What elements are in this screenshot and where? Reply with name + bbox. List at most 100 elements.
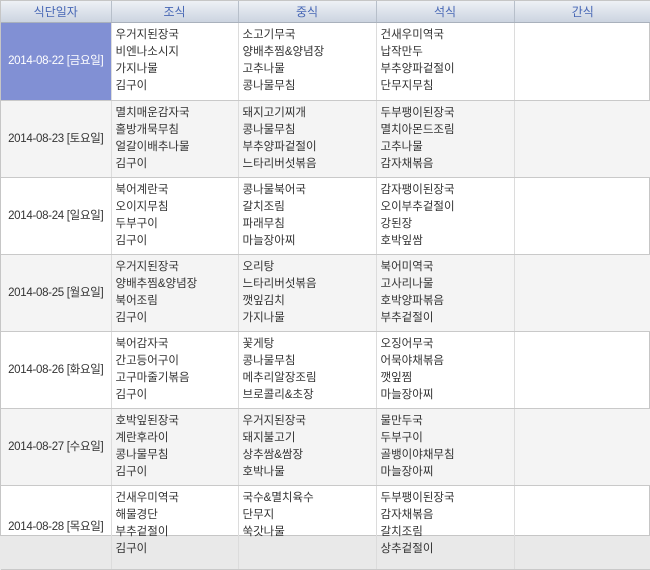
- snack-cell: [514, 408, 650, 486]
- snack-cell: [514, 177, 650, 255]
- column-header-breakfast: 조식: [111, 1, 239, 23]
- menu-item: 부추겉절이: [115, 526, 169, 538]
- menu-item: 김구이: [115, 312, 148, 324]
- menu-item: 골뱅이야채무침: [380, 449, 455, 461]
- menu-item: 콩나물무침: [242, 80, 296, 92]
- column-header-lunch: 중식: [238, 1, 377, 23]
- menu-item: 마늘장아찌: [380, 466, 434, 478]
- menu-item: 고추나물: [380, 141, 423, 153]
- menu-item: 메추리알장조림: [242, 372, 317, 384]
- menu-item: 어묵야채볶음: [380, 355, 444, 367]
- meal-plan-row: 2014-08-27 [수요일] 호박잎된장국 계란후라이 콩나물무침 김구이 우거지된장…: [1, 408, 650, 486]
- breakfast-cell: 북어감자국 간고등어구이 고구마줄기볶음 김구이: [111, 331, 239, 409]
- menu-item: 돼지불고기: [242, 432, 296, 444]
- dinner-cell: 물만두국 두부구이 골뱅이야채무침 마늘장아찌: [376, 408, 515, 486]
- menu-item: 김구이: [115, 389, 148, 401]
- menu-item: 상추겉절이: [380, 543, 434, 555]
- menu-item: 북어감자국: [115, 338, 169, 350]
- snack-cell: [514, 100, 650, 178]
- menu-item: 김구이: [115, 466, 148, 478]
- breakfast-cell: 북어계란국 오이지무침 두부구이 김구이: [111, 177, 239, 255]
- menu-item: 오이지무침: [115, 201, 169, 213]
- menu-item: 감자채볶음: [380, 158, 434, 170]
- lunch-cell: 국수&멸치육수 단무지 쑥갓나물: [238, 485, 377, 570]
- date-cell[interactable]: 2014-08-27 [수요일]: [1, 408, 112, 486]
- lunch-cell: 소고기무국 양배추찜&양념장 고추나물 콩나물무침: [238, 22, 377, 101]
- menu-item: 두부팽이된장국: [380, 492, 455, 504]
- meal-plan-row: 2014-08-22 [금요일] 우거지된장국 비엔나소시지 가지나물 김구이 소고기무국…: [1, 22, 650, 101]
- date-cell[interactable]: 2014-08-25 [월요일]: [1, 254, 112, 332]
- menu-item: 멸치매운감자국: [115, 107, 190, 119]
- menu-item: 콩나물북어국: [242, 184, 306, 196]
- menu-item: 우거지된장국: [242, 415, 306, 427]
- menu-item: 오징어무국: [380, 338, 434, 350]
- menu-item: 비엔나소시지: [115, 46, 179, 58]
- menu-item: 꽃게탕: [242, 338, 275, 350]
- menu-item: 가지나물: [242, 312, 285, 324]
- menu-item: 부추양파겉절이: [242, 141, 317, 153]
- menu-item: 브로콜리&초장: [242, 389, 314, 401]
- menu-item: 양배추찜&양념장: [115, 278, 198, 290]
- menu-item: 강된장: [380, 218, 413, 230]
- menu-item: 양배추찜&양념장: [242, 46, 325, 58]
- meal-plan-row: 2014-08-26 [화요일] 북어감자국 간고등어구이 고구마줄기볶음 김구이 꽃게탕…: [1, 331, 650, 409]
- snack-cell: [514, 254, 650, 332]
- snack-cell: [514, 22, 650, 101]
- dinner-cell: 북어미역국 고사리나물 호박양파볶음 부추겉절이: [376, 254, 515, 332]
- breakfast-cell: 멸치매운감자국 홀방개묵무침 얼갈이배추나물 김구이: [111, 100, 239, 178]
- date-cell[interactable]: 2014-08-26 [화요일]: [1, 331, 112, 409]
- menu-item: 고구마줄기볶음: [115, 372, 190, 384]
- menu-item: 콩나물무침: [115, 449, 169, 461]
- date-cell[interactable]: 2014-08-22 [금요일]: [1, 22, 112, 101]
- date-cell[interactable]: 2014-08-28 [목요일]: [1, 485, 112, 570]
- menu-item: 마늘장아찌: [242, 235, 296, 247]
- snack-cell: [514, 331, 650, 409]
- menu-item: 호박나물: [242, 466, 285, 478]
- menu-item: 콩나물무침: [242, 355, 296, 367]
- menu-item: 얼갈이배추나물: [115, 141, 190, 153]
- menu-item: 호박양파볶음: [380, 295, 444, 307]
- menu-item: 마늘장아찌: [380, 389, 434, 401]
- menu-item: 호박잎쌈: [380, 235, 423, 247]
- menu-item: 해물경단: [115, 509, 158, 521]
- menu-item: 김구이: [115, 543, 148, 555]
- menu-item: 건새우미역국: [115, 492, 179, 504]
- menu-item: 갈치조림: [242, 201, 285, 213]
- menu-item: 단무지: [242, 509, 275, 521]
- menu-item: 느타리버섯볶음: [242, 158, 317, 170]
- menu-item: 계란후라이: [115, 432, 169, 444]
- menu-item: 오리탕: [242, 261, 275, 273]
- menu-item: 홀방개묵무침: [115, 124, 179, 136]
- meal-plan-row: 2014-08-25 [월요일] 우거지된장국 양배추찜&양념장 북어조림 김구이 오리탕…: [1, 254, 650, 332]
- menu-item: 건새우미역국: [380, 29, 444, 41]
- meal-plan-row: 2014-08-28 [목요일] 건새우미역국 해물경단 부추겉절이 김구이 국수&멸치육…: [1, 485, 650, 570]
- menu-item: 부추겉절이: [380, 312, 434, 324]
- date-cell[interactable]: 2014-08-23 [토요일]: [1, 100, 112, 178]
- menu-item: 갈치조림: [380, 526, 423, 538]
- menu-item: 깻잎김치: [242, 295, 285, 307]
- dinner-cell: 두부팽이된장국 멸치아몬드조림 고추나물 감자채볶음: [376, 100, 515, 178]
- menu-item: 북어조림: [115, 295, 158, 307]
- date-cell[interactable]: 2014-08-24 [일요일]: [1, 177, 112, 255]
- menu-item: 오이부추겉절이: [380, 201, 455, 213]
- menu-item: 북어계란국: [115, 184, 169, 196]
- menu-item: 감자팽이된장국: [380, 184, 455, 196]
- menu-item: 우거지된장국: [115, 261, 179, 273]
- menu-item: 감자채볶음: [380, 509, 434, 521]
- menu-item: 두부팽이된장국: [380, 107, 455, 119]
- menu-item: 가지나물: [115, 63, 158, 75]
- menu-item: 호박잎된장국: [115, 415, 179, 427]
- menu-item: 상추쌈&쌈장: [242, 449, 304, 461]
- dinner-cell: 오징어무국 어묵야채볶음 깻잎찜 마늘장아찌: [376, 331, 515, 409]
- lunch-cell: 콩나물북어국 갈치조림 파래무침 마늘장아찌: [238, 177, 377, 255]
- snack-cell: [514, 485, 650, 570]
- lunch-cell: 돼지고기찌개 콩나물무침 부추양파겉절이 느타리버섯볶음: [238, 100, 377, 178]
- column-header-date: 식단일자: [1, 1, 112, 23]
